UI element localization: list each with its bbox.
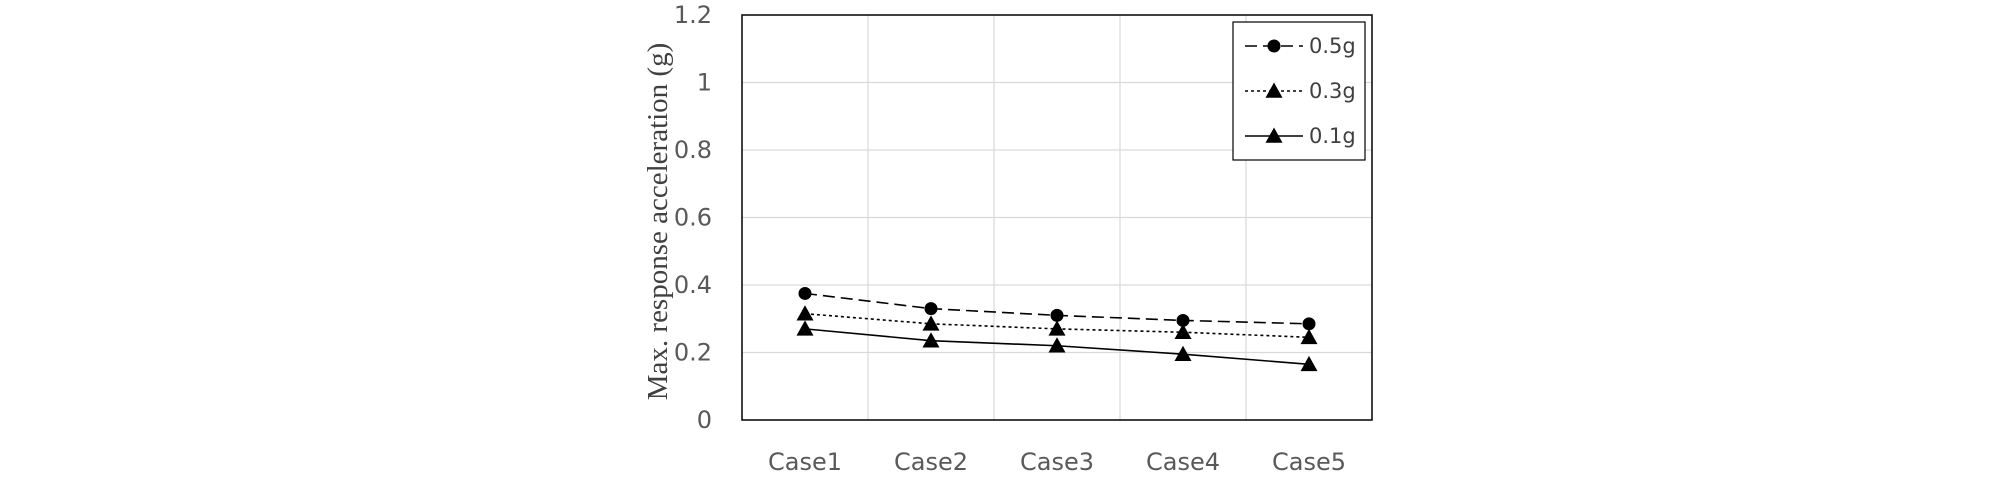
- data-point: [1048, 337, 1066, 353]
- y-tick-label: 0.8: [674, 136, 712, 164]
- data-point: [1300, 355, 1318, 372]
- y-tick-label: 0: [697, 406, 712, 434]
- y-tick-label: 1.2: [674, 1, 712, 29]
- circle-marker-icon: [1267, 39, 1281, 53]
- x-tick-label: Case5: [1272, 448, 1346, 476]
- y-axis-title: Max. response acceleration (g): [642, 43, 674, 401]
- legend-item: 0.1g: [1245, 124, 1356, 148]
- x-tick-label: Case3: [1020, 448, 1094, 476]
- legend-item: 0.3g: [1245, 79, 1356, 103]
- series-0.5g: [798, 286, 1316, 331]
- legend: 0.5g 0.3g 0.1g: [1232, 21, 1366, 161]
- data-point: [1174, 323, 1192, 340]
- x-tick-label: Case2: [894, 448, 968, 476]
- x-axis-ticks: Case1 Case2 Case3 Case4 Case5: [768, 448, 1346, 476]
- y-tick-label: 1: [697, 69, 712, 97]
- x-tick-label: Case1: [768, 448, 842, 476]
- triangle-marker-icon: [1265, 127, 1283, 143]
- y-tick-label: 0.4: [674, 271, 712, 299]
- data-point: [1302, 317, 1316, 331]
- triangle-marker-icon: [1265, 82, 1283, 98]
- data-point: [1048, 320, 1066, 336]
- data-point: [796, 320, 814, 336]
- gridlines: [742, 15, 1372, 420]
- legend-label: 0.1g: [1309, 124, 1356, 148]
- plot-area-border: [741, 14, 1373, 421]
- series-0.3g: [796, 305, 1318, 345]
- data-point: [1176, 313, 1190, 327]
- legend-item: 0.5g: [1245, 34, 1356, 58]
- y-tick-label: 0.6: [674, 204, 712, 232]
- series: [796, 286, 1318, 372]
- legend-label: 0.5g: [1309, 34, 1356, 58]
- data-point: [796, 305, 814, 321]
- y-tick-label: 0.2: [674, 339, 712, 367]
- y-axis-ticks: 0 0.2 0.4 0.6 0.8 1 1.2: [674, 1, 712, 434]
- series-0.1g: [796, 320, 1318, 372]
- data-point: [922, 315, 940, 331]
- data-point: [1174, 345, 1192, 361]
- x-tick-label: Case4: [1146, 448, 1220, 476]
- data-point: [1300, 328, 1318, 345]
- data-point: [924, 302, 938, 316]
- data-point: [798, 286, 812, 300]
- legend-label: 0.3g: [1309, 79, 1356, 103]
- data-point: [1050, 308, 1064, 322]
- data-point: [922, 332, 940, 348]
